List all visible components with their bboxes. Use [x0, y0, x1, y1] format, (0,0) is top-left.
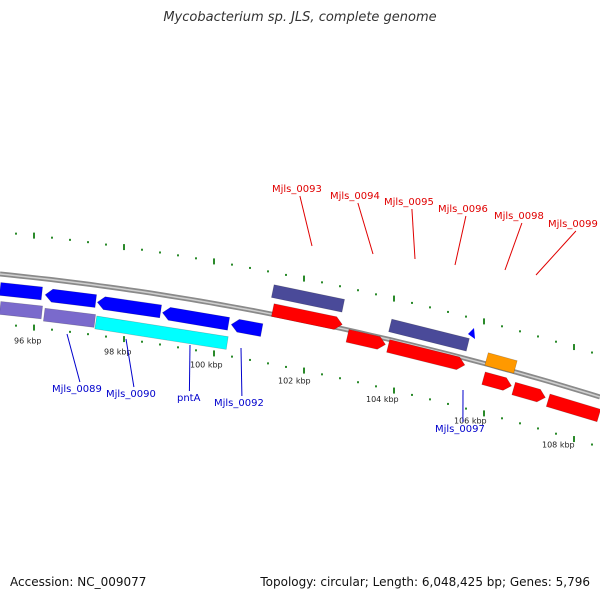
forward-gene-label: Mjls_0093: [272, 184, 322, 195]
scale-label: 106 kbp: [454, 416, 487, 425]
scale-label: 108 kbp: [542, 441, 575, 450]
forward-gene-label: Mjls_0094: [330, 191, 380, 202]
gene-mjls-0098: [481, 371, 512, 391]
gene-mjls-0093: [271, 303, 343, 330]
scale-label: 96 kbp: [14, 336, 42, 345]
scale-label: 100 kbp: [190, 360, 223, 369]
scale-label: 104 kbp: [366, 395, 399, 404]
forward-leader-line: [357, 202, 374, 255]
reverse-gene-label: Mjls_0092: [214, 398, 264, 409]
forward-leader-line: [454, 215, 467, 266]
topology-text: Topology: circular; Length: 6,048,425 bp…: [260, 575, 590, 589]
forward-gene-label: Mjls_0096: [438, 204, 488, 215]
gene-pnta: [162, 307, 230, 331]
forward-leader-line: [299, 195, 313, 247]
gene-mjls-0090: [96, 296, 162, 319]
feature-bar-0093: [271, 284, 345, 313]
page-title: Mycobacterium sp. JLS, complete genome: [163, 10, 437, 25]
gene-mjls-0095: [386, 339, 466, 370]
gene-mjls-0099-a: [511, 381, 546, 403]
reverse-gene-label: Mjls_0089: [52, 384, 102, 395]
forward-leader-line: [411, 208, 416, 260]
forward-leader-line: [504, 222, 523, 271]
gene-mjls-0094: [345, 329, 386, 350]
feature-bar-0088: [0, 301, 43, 320]
accession-text: Accession: NC_009077: [10, 575, 147, 589]
forward-leader-line: [535, 230, 577, 276]
feature-bar-pnta: [94, 315, 229, 350]
gene-mjls-0089: [44, 288, 97, 308]
reverse-gene-label: Mjls_0090: [106, 389, 156, 400]
scale-label: 98 kbp: [104, 347, 132, 356]
gene-mjls-0092: [230, 319, 264, 337]
feature-bar-0095: [388, 318, 470, 352]
reverse-leader-line: [125, 338, 135, 388]
reverse-gene-label: Mjls_0097: [435, 424, 485, 435]
reverse-leader-line: [66, 333, 81, 383]
feature-bar-0089: [43, 307, 96, 328]
scale-label: 102 kbp: [278, 376, 311, 385]
gene-mjls-0088: [0, 282, 43, 301]
reverse-gene-label: pntA: [177, 393, 201, 404]
gene-mjls-0097: [468, 328, 475, 339]
forward-gene-label: Mjls_0098: [494, 211, 544, 222]
reverse-leader-line: [240, 347, 243, 397]
feature-bar-0098: [484, 352, 518, 374]
forward-gene-label: Mjls_0099: [548, 219, 598, 230]
reverse-leader-line: [188, 344, 191, 392]
forward-gene-label: Mjls_0095: [384, 197, 434, 208]
gene-mjls-0099-b: [545, 393, 600, 423]
